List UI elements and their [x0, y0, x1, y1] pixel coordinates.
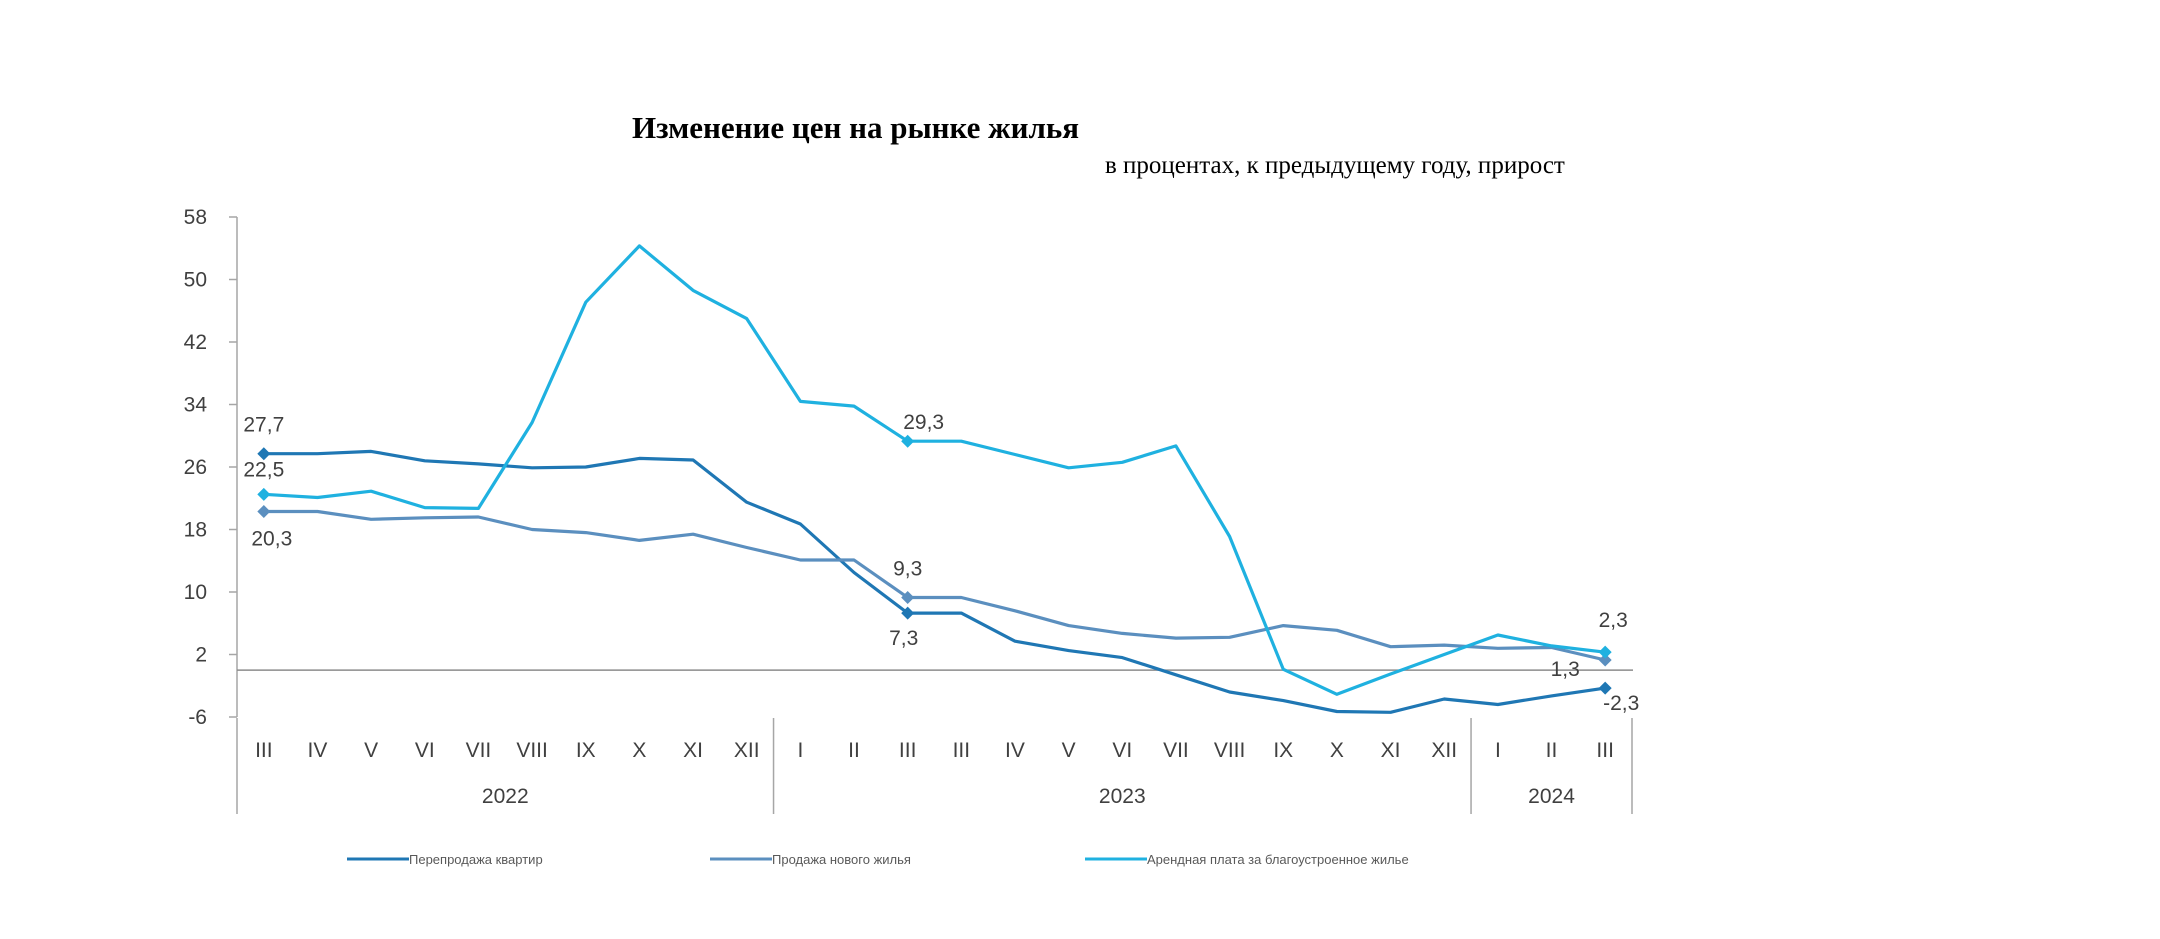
- data-point-marker: [901, 590, 915, 604]
- axes: [229, 216, 1633, 814]
- x-tick-label: VI: [1112, 739, 1132, 762]
- data-point-marker: [901, 434, 915, 448]
- y-tick-label: 34: [184, 394, 208, 417]
- series-line-1: [263, 449, 1606, 714]
- x-tick-label: VIII: [1214, 739, 1246, 762]
- data-point-marker: [901, 606, 915, 620]
- x-tick-label: I: [1495, 739, 1501, 762]
- series-line-2: [263, 509, 1606, 662]
- data-label: 27,7: [243, 414, 284, 437]
- data-point-marker: [1598, 653, 1612, 667]
- data-label: 1,3: [1551, 658, 1580, 681]
- data-label: -2,3: [1603, 692, 1639, 715]
- series-lines: [263, 244, 1606, 714]
- chart-title: Изменение цен на рынке жилья: [632, 110, 1079, 145]
- x-tick-label: V: [364, 739, 378, 762]
- y-tick-label: 26: [184, 456, 207, 479]
- chart-subtitle: в процентах, к предыдущему году, прирост: [1105, 152, 1565, 179]
- legend-label: Продажа нового жилья: [772, 852, 911, 867]
- x-tick-label: IV: [308, 739, 328, 762]
- y-tick-label: 2: [195, 644, 207, 667]
- x-tick-label: VIII: [516, 739, 548, 762]
- y-tick-label: 18: [184, 519, 207, 542]
- x-tick-label: X: [632, 739, 646, 762]
- series-line-3: [263, 244, 1606, 696]
- x-tick-label: III: [899, 739, 917, 762]
- data-label: 22,5: [243, 458, 284, 481]
- x-tick-label: VII: [1163, 739, 1189, 762]
- x-tick-label: III: [953, 739, 971, 762]
- x-tick-label: III: [255, 739, 273, 762]
- y-tick-label: 58: [184, 206, 207, 229]
- data-labels: 27,7 7,3 -2,3 20,3 9,3 1,3 22,5 29,3 2,3: [243, 411, 1639, 715]
- data-point-marker: [257, 487, 271, 501]
- x-tick-label: XII: [1431, 739, 1457, 762]
- x-tick-label: II: [1546, 739, 1558, 762]
- y-tick-label: 50: [184, 269, 207, 292]
- x-tick-label: XI: [1381, 739, 1401, 762]
- x-tick-label: III: [1596, 739, 1614, 762]
- x-tick-label: IX: [576, 739, 596, 762]
- data-point-marker: [1598, 681, 1612, 695]
- series-markers: [257, 434, 1612, 695]
- y-tick-label: 10: [184, 581, 207, 604]
- x-tick-label: VII: [466, 739, 492, 762]
- year-label: 2024: [1528, 785, 1575, 808]
- x-tick-label: II: [848, 739, 860, 762]
- data-label: 2,3: [1599, 609, 1628, 632]
- y-tick-label: 42: [184, 331, 207, 354]
- x-tick-label: IX: [1273, 739, 1293, 762]
- data-point-marker: [257, 447, 271, 461]
- x-tick-label: I: [797, 739, 803, 762]
- legend-label: Перепродажа квартир: [409, 852, 543, 867]
- data-label: 9,3: [893, 557, 922, 580]
- x-tick-label: X: [1330, 739, 1344, 762]
- x-tick-label: VI: [415, 739, 435, 762]
- year-label: 2023: [1099, 785, 1146, 808]
- legend-label: Арендная плата за благоустроенное жилье: [1147, 852, 1409, 867]
- data-label: 29,3: [903, 411, 944, 434]
- data-point-marker: [1598, 645, 1612, 659]
- year-label: 2022: [482, 785, 529, 808]
- legend: Перепродажа квартир Продажа нового жилья А…: [347, 852, 1409, 867]
- data-point-marker: [257, 505, 271, 519]
- data-label: 7,3: [889, 627, 918, 650]
- x-tick-label: IV: [1005, 739, 1025, 762]
- x-tick-label: V: [1062, 739, 1076, 762]
- x-tick-label: XII: [734, 739, 760, 762]
- y-tick-label: -6: [188, 706, 207, 729]
- data-label: 20,3: [251, 528, 292, 551]
- x-tick-label: XI: [683, 739, 703, 762]
